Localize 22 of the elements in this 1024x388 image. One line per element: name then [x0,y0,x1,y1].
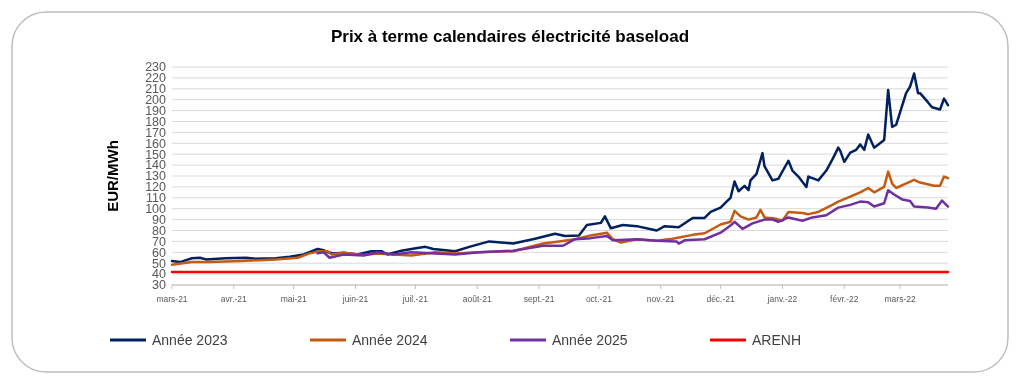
x-tick-label: mars-22 [884,294,916,304]
x-tick-label: mai-21 [280,294,307,304]
legend-label: ARENH [752,331,802,348]
x-tick-label: sept.-21 [523,294,555,304]
legend-label: Année 2025 [552,331,628,348]
x-tick-label: janv.-22 [766,294,798,304]
y-tick-label: 30 [152,278,167,293]
x-tick-label: mars-21 [156,294,188,304]
line-series [170,72,950,264]
chart-title: Prix à terme calendaires électricité baseload [330,27,690,46]
x-tick-label: juin-21 [341,294,369,304]
legend-label: Année 2023 [152,331,228,348]
x-tick-label: juil.-21 [401,294,429,304]
x-tick-label: nov.-21 [646,294,675,304]
line-series [316,188,950,259]
x-tick-label: oct.-21 [585,294,613,304]
x-tick-label: août-21 [462,294,492,304]
x-tick-label: avr.-21 [220,294,248,304]
y-axis-title: EUR/MWh [104,140,121,212]
x-tick-label: févr.-22 [830,294,859,304]
x-tick-label: déc.-21 [706,294,736,304]
legend-label: Année 2024 [352,331,428,348]
